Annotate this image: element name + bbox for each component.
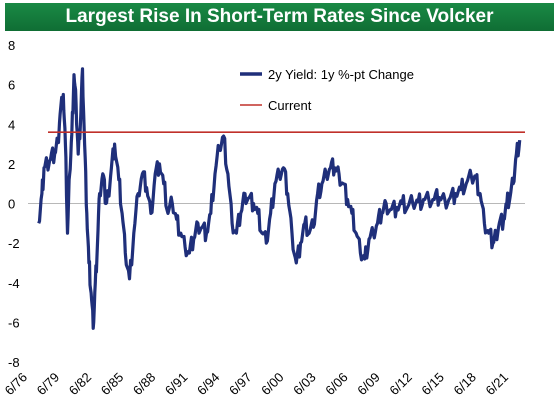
y-tick-label: 4: [8, 117, 15, 132]
x-tick-label: 6/97: [226, 370, 255, 399]
x-tick-label: 6/21: [483, 370, 512, 399]
legend-label-2y-yield: 2y Yield: 1y %-pt Change: [268, 67, 414, 82]
x-tick-label: 6/82: [66, 370, 95, 399]
series-line-2y-yield: [37, 67, 522, 330]
x-tick-label: 6/00: [258, 370, 287, 399]
y-tick-label: 2: [8, 157, 15, 172]
x-tick-label: 6/15: [418, 370, 447, 399]
chart-title: Largest Rise In Short-Term Rates Since V…: [5, 3, 554, 31]
x-tick-label: 6/18: [451, 370, 480, 399]
y-tick-label: -6: [8, 315, 20, 330]
x-tick-label: 6/03: [290, 370, 319, 399]
x-tick-label: 6/76: [2, 370, 31, 399]
legend-label-current: Current: [268, 98, 312, 113]
y-tick-label: 6: [8, 78, 15, 93]
x-tick-label: 6/09: [354, 370, 383, 399]
x-tick-label: 6/91: [162, 370, 191, 399]
x-tick-label: 6/06: [322, 370, 351, 399]
y-tick-label: -4: [8, 276, 20, 291]
y-tick-label: 8: [8, 38, 15, 53]
y-tick-label: -8: [8, 355, 20, 370]
x-tick-label: 6/12: [386, 370, 415, 399]
x-tick-label: 6/94: [194, 370, 223, 399]
y-tick-label: 0: [8, 197, 15, 212]
y-tick-label: -2: [8, 236, 20, 251]
x-tick-label: 6/85: [98, 370, 127, 399]
x-tick-label: 6/79: [34, 370, 63, 399]
x-tick-label: 6/88: [130, 370, 159, 399]
